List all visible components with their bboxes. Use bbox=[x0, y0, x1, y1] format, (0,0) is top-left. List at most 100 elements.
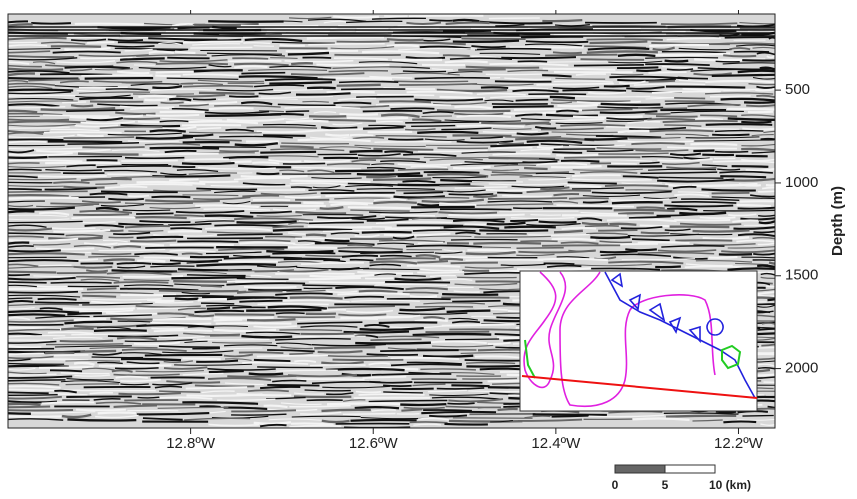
reflector bbox=[239, 352, 284, 353]
reflector bbox=[196, 264, 276, 265]
reflector bbox=[656, 116, 698, 117]
reflector bbox=[373, 178, 431, 179]
reflector bbox=[423, 410, 472, 411]
reflector bbox=[291, 181, 370, 182]
reflector bbox=[457, 126, 525, 127]
reflector bbox=[8, 198, 79, 199]
reflector bbox=[768, 407, 775, 408]
reflector bbox=[199, 93, 255, 94]
reflector bbox=[207, 308, 230, 309]
reflector bbox=[173, 166, 196, 167]
reflector bbox=[753, 231, 775, 232]
reflector bbox=[175, 298, 199, 299]
reflector bbox=[429, 20, 452, 21]
reflector bbox=[340, 114, 378, 115]
reflector bbox=[366, 176, 396, 177]
reflector bbox=[693, 150, 714, 151]
reflector bbox=[53, 182, 89, 183]
reflector bbox=[355, 407, 399, 408]
reflector bbox=[170, 244, 234, 245]
reflector bbox=[572, 175, 621, 176]
reflector bbox=[121, 160, 178, 161]
reflector bbox=[8, 407, 50, 408]
reflector bbox=[645, 64, 710, 65]
reflector bbox=[574, 65, 644, 66]
reflector bbox=[252, 162, 279, 163]
reflector bbox=[8, 292, 78, 293]
reflector bbox=[442, 324, 515, 325]
reflector bbox=[498, 409, 518, 410]
reflector bbox=[449, 329, 523, 330]
reflector bbox=[543, 69, 616, 70]
reflector bbox=[307, 88, 336, 89]
scale-label: 10 (km) bbox=[709, 478, 751, 492]
reflector bbox=[183, 135, 214, 136]
reflector bbox=[387, 39, 424, 40]
reflector bbox=[474, 236, 551, 237]
reflector bbox=[170, 228, 202, 229]
reflector bbox=[377, 95, 434, 96]
reflector bbox=[746, 105, 775, 106]
reflector bbox=[249, 374, 283, 375]
reflector bbox=[665, 101, 715, 102]
reflector bbox=[8, 90, 73, 91]
reflector bbox=[337, 85, 381, 86]
reflector bbox=[413, 230, 476, 231]
reflector bbox=[344, 332, 409, 333]
reflector bbox=[440, 97, 486, 98]
reflector bbox=[341, 89, 405, 90]
reflector bbox=[8, 189, 42, 190]
reflector bbox=[257, 367, 323, 368]
reflector bbox=[227, 376, 296, 377]
reflector bbox=[362, 232, 412, 233]
reflector bbox=[415, 320, 448, 321]
reflector bbox=[327, 92, 375, 93]
reflector bbox=[212, 342, 272, 343]
reflector bbox=[400, 404, 446, 405]
reflector bbox=[720, 176, 766, 177]
reflector bbox=[303, 215, 363, 216]
x-tick-label: 12.2ºW bbox=[714, 435, 764, 452]
reflector bbox=[359, 394, 425, 395]
reflector bbox=[64, 187, 105, 188]
reflector bbox=[184, 159, 228, 160]
reflector bbox=[728, 118, 775, 119]
reflector bbox=[8, 275, 30, 276]
reflector bbox=[552, 152, 582, 153]
reflector bbox=[451, 263, 498, 264]
reflector bbox=[710, 96, 751, 97]
reflector bbox=[209, 108, 253, 109]
reflector bbox=[502, 196, 552, 197]
reflector bbox=[76, 410, 126, 411]
reflector bbox=[177, 241, 238, 242]
reflector bbox=[601, 104, 661, 105]
reflector bbox=[38, 176, 107, 177]
reflector bbox=[182, 253, 203, 254]
reflector bbox=[723, 90, 750, 91]
reflector bbox=[556, 111, 578, 112]
reflector bbox=[8, 272, 56, 273]
reflector bbox=[73, 214, 129, 215]
reflector bbox=[562, 90, 626, 91]
reflector bbox=[466, 67, 540, 68]
reflector bbox=[517, 133, 549, 134]
reflector bbox=[453, 41, 519, 42]
reflector bbox=[374, 142, 451, 143]
reflector bbox=[322, 410, 371, 411]
reflector bbox=[54, 355, 89, 356]
reflector bbox=[709, 257, 738, 258]
reflector bbox=[219, 151, 258, 152]
reflector bbox=[272, 253, 335, 254]
reflector bbox=[737, 205, 771, 206]
reflector bbox=[150, 148, 219, 149]
reflector bbox=[205, 216, 254, 217]
reflector bbox=[732, 166, 769, 167]
reflector bbox=[169, 99, 191, 100]
reflector bbox=[145, 355, 223, 356]
reflector bbox=[526, 41, 588, 42]
reflector bbox=[44, 132, 122, 133]
reflector bbox=[690, 144, 737, 145]
reflector bbox=[328, 35, 391, 36]
reflector bbox=[370, 339, 421, 340]
reflector bbox=[153, 319, 212, 320]
